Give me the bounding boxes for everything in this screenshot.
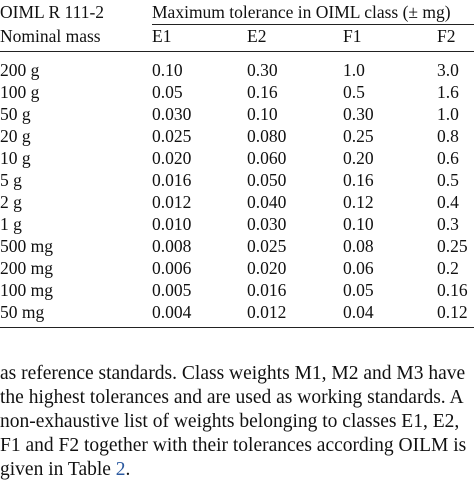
paragraph-line: F1 and F2 together with their tolerances… [0,435,467,456]
e1-cell: 0.025 [152,126,192,146]
table-row: 20 g 0.025 0.080 0.25 0.8 [0,125,474,147]
nominal-mass-header: Nominal mass [0,26,101,46]
e1-cell: 0.006 [152,258,192,278]
e2-cell: 0.060 [247,148,287,168]
paragraph-line: as reference standards. Class weights M1… [0,363,466,384]
f2-cell: 0.5 [437,170,459,190]
class-header-e1: E1 [152,26,172,46]
f2-cell: 0.25 [437,236,468,256]
mass-cell: 1 g [0,214,22,234]
e1-cell: 0.012 [152,192,192,212]
class-header-f2: F2 [437,26,456,46]
table-row: 500 mg 0.008 0.025 0.08 0.25 [0,235,474,257]
f1-cell: 0.08 [343,236,374,256]
group-title-underline [152,24,474,25]
table-row: 5 g 0.016 0.050 0.16 0.5 [0,169,474,191]
f2-cell: 0.16 [437,280,468,300]
table-row: 50 g 0.030 0.10 0.30 1.0 [0,103,474,125]
f1-cell: 1.0 [343,60,365,80]
f1-cell: 0.05 [343,280,374,300]
e1-cell: 0.016 [152,170,192,190]
e1-cell: 0.004 [152,302,192,322]
e2-cell: 0.025 [247,236,287,256]
table-reference-link[interactable]: 2 [115,459,126,480]
mass-cell: 50 g [0,104,31,124]
table-row: 2 g 0.012 0.040 0.12 0.4 [0,191,474,213]
e2-cell: 0.016 [247,280,287,300]
e2-cell: 0.040 [247,192,287,212]
f2-cell: 1.6 [437,82,459,102]
class-header-e2: E2 [247,26,267,46]
mass-cell: 500 mg [0,236,53,256]
e2-cell: 0.10 [247,104,278,124]
f2-cell: 0.2 [437,258,459,278]
e2-cell: 0.080 [247,126,287,146]
paragraph-line: the highest tolerances and are used as w… [0,387,464,408]
table-row: 100 g 0.05 0.16 0.5 1.6 [0,81,474,103]
table-row: 1 g 0.010 0.030 0.10 0.3 [0,213,474,235]
e1-cell: 0.008 [152,236,192,256]
f2-cell: 3.0 [437,60,459,80]
f2-cell: 0.6 [437,148,459,168]
table-row: 50 mg 0.004 0.012 0.04 0.12 [0,301,474,323]
e1-cell: 0.05 [152,82,183,102]
e2-cell: 0.16 [247,82,278,102]
mass-cell: 5 g [0,170,22,190]
table-standard-label: OIML R 111-2 [0,2,105,22]
header-rule [0,51,474,52]
e1-cell: 0.005 [152,280,192,300]
mass-cell: 2 g [0,192,22,212]
paragraph-line: non-exhaustive list of weights belonging… [0,411,460,432]
f2-cell: 0.8 [437,126,459,146]
e1-cell: 0.020 [152,148,192,168]
paragraph-line-last: given in Table 2. [0,458,130,482]
table-row: 200 mg 0.006 0.020 0.06 0.2 [0,257,474,279]
f1-cell: 0.16 [343,170,374,190]
mass-cell: 10 g [0,148,31,168]
f1-cell: 0.12 [343,192,374,212]
table-bottom-rule [0,327,474,328]
f1-cell: 0.06 [343,258,374,278]
f2-cell: 0.12 [437,302,468,322]
e2-cell: 0.020 [247,258,287,278]
class-header-f1: F1 [343,26,362,46]
mass-cell: 100 mg [0,280,53,300]
e2-cell: 0.30 [247,60,278,80]
f1-cell: 0.04 [343,302,374,322]
f1-cell: 0.5 [343,82,365,102]
f1-cell: 0.20 [343,148,374,168]
f2-cell: 1.0 [437,104,459,124]
table-row: 10 g 0.020 0.060 0.20 0.6 [0,147,474,169]
e2-cell: 0.030 [247,214,287,234]
f2-cell: 0.4 [437,192,459,212]
mass-cell: 200 mg [0,258,53,278]
e1-cell: 0.030 [152,104,192,124]
mass-cell: 20 g [0,126,31,146]
table-row: 200 g 0.10 0.30 1.0 3.0 [0,59,474,81]
f1-cell: 0.10 [343,214,374,234]
f1-cell: 0.25 [343,126,374,146]
paragraph-text: given in Table [0,459,116,480]
mass-cell: 100 g [0,82,40,102]
e2-cell: 0.012 [247,302,287,322]
e2-cell: 0.050 [247,170,287,190]
table-group-title: Maximum tolerance in OIML class (± mg) [152,2,451,22]
e1-cell: 0.10 [152,60,183,80]
paragraph-text-end: . [125,459,131,480]
f2-cell: 0.3 [437,214,459,234]
e1-cell: 0.010 [152,214,192,234]
mass-cell: 200 g [0,60,40,80]
table-row: 100 mg 0.005 0.016 0.05 0.16 [0,279,474,301]
f1-cell: 0.30 [343,104,374,124]
mass-cell: 50 mg [0,302,45,322]
